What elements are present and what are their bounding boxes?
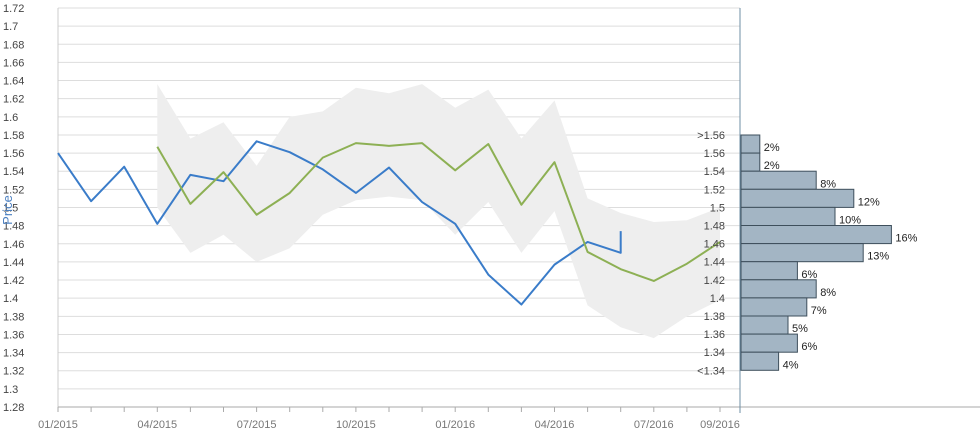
y-axis-ticks: 1.28 1.3 1.32 1.34 1.36 1.38 1.4 1.42 1.44 1.46 1.…	[3, 3, 24, 414]
y-tick-label: 1.7	[3, 21, 18, 33]
histogram-bar	[740, 225, 892, 245]
histogram-bar	[740, 297, 808, 317]
y-tick-label: 1.64	[3, 76, 24, 88]
histogram-bar	[740, 170, 817, 190]
histogram-value-label: 12%	[858, 196, 880, 208]
y-tick-label: 1.66	[3, 57, 24, 69]
histogram-category-label: 1.56	[704, 148, 725, 160]
distribution-histogram: >1.56 2% 1.56 2% 1.54 8% 1.52 12% 1.5 10% 1.48 16% 1…	[697, 130, 917, 377]
y-tick-label: 1.58	[3, 130, 24, 142]
y-tick-label: 1.62	[3, 94, 24, 106]
y-tick-label: 1.68	[3, 39, 24, 51]
y-tick-label: 1.32	[3, 366, 24, 378]
histogram-category-label: <1.34	[697, 365, 725, 377]
histogram-bar	[740, 351, 780, 371]
histogram-bar	[740, 315, 789, 335]
y-axis-label: Price	[0, 195, 15, 225]
histogram-category-label: 1.52	[704, 184, 725, 196]
histogram-category-label: 1.54	[704, 166, 725, 178]
forecast-band-area	[157, 84, 721, 339]
x-tick-label: 01/2015	[38, 419, 78, 431]
histogram-value-label: 6%	[801, 341, 817, 353]
axes	[57, 8, 980, 413]
y-tick-label: 1.28	[3, 402, 24, 414]
y-tick-label: 1.36	[3, 329, 24, 341]
histogram-category-label: 1.36	[704, 329, 725, 341]
histogram-bar	[740, 188, 855, 208]
histogram-category-label: 1.48	[704, 221, 725, 233]
histogram-category-label: 1.42	[704, 275, 725, 287]
y-tick-label: 1.42	[3, 275, 24, 287]
histogram-category-label: >1.56	[697, 130, 725, 142]
histogram-bar	[740, 243, 864, 263]
histogram-value-label: 2%	[764, 142, 780, 154]
histogram-value-label: 2%	[764, 160, 780, 172]
histogram-value-label: 16%	[895, 233, 917, 245]
histogram-value-label: 8%	[820, 287, 836, 299]
histogram-value-label: 4%	[783, 359, 799, 371]
x-tick-label: 01/2016	[435, 419, 475, 431]
x-axis-ticks: 01/2015 04/2015 07/2015 10/2015 01/2016 04/20…	[38, 407, 740, 431]
x-tick-label: 07/2016	[634, 419, 674, 431]
histogram-category-label: 1.38	[704, 311, 725, 323]
x-tick-label: 04/2015	[137, 419, 177, 431]
histogram-bar	[740, 134, 761, 154]
y-tick-label: 1.38	[3, 311, 24, 323]
y-tick-label: 1.4	[3, 293, 18, 305]
forecast-band	[157, 84, 721, 339]
y-tick-label: 1.72	[3, 3, 24, 15]
price-forecast-line	[156, 142, 721, 282]
histogram-category-label: 1.4	[710, 293, 725, 305]
histogram-category-label: 1.5	[710, 202, 725, 214]
histogram-category-label: 1.34	[704, 347, 725, 359]
histogram-category-label: 1.44	[704, 257, 725, 269]
histogram-bar	[740, 279, 817, 299]
histogram-value-label: 13%	[867, 251, 889, 263]
histogram-value-label: 6%	[801, 269, 817, 281]
y-tick-label: 1.46	[3, 239, 24, 251]
y-tick-label: 1.52	[3, 184, 24, 196]
y-tick-label: 1.6	[3, 112, 18, 124]
y-tick-label: 1.54	[3, 166, 24, 178]
histogram-bar	[740, 152, 761, 172]
y-tick-label: 1.34	[3, 348, 24, 360]
x-tick-label: 10/2015	[336, 419, 376, 431]
x-tick-label: 07/2015	[237, 419, 277, 431]
histogram-bar	[740, 261, 798, 281]
x-tick-label: 04/2016	[535, 419, 575, 431]
histogram-bar	[740, 206, 836, 226]
x-tick-label: 09/2016	[700, 419, 740, 431]
histogram-value-label: 8%	[820, 178, 836, 190]
y-tick-label: 1.3	[3, 384, 18, 396]
histogram-value-label: 5%	[792, 323, 808, 335]
y-tick-label: 1.5	[3, 203, 18, 215]
histogram-value-label: 10%	[839, 215, 861, 227]
y-tick-label: 1.44	[3, 257, 24, 269]
price-history-line	[57, 140, 622, 306]
histogram-category-label: 1.46	[704, 239, 725, 251]
series-lines	[57, 140, 721, 306]
histogram-value-label: 7%	[811, 305, 827, 317]
histogram-bar	[740, 333, 798, 353]
y-tick-label: 1.48	[3, 221, 24, 233]
y-tick-label: 1.56	[3, 148, 24, 160]
